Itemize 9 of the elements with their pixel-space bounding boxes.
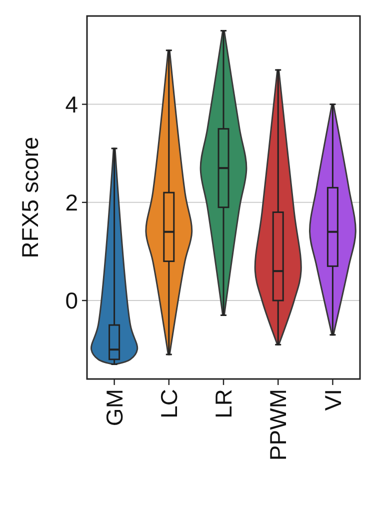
y-axis-title: RFX5 score [17, 136, 44, 258]
y-tick-label: 2 [65, 189, 78, 216]
x-tick-label: LC [156, 389, 182, 418]
y-tick-label: 4 [65, 91, 78, 118]
x-tick-label: VI [320, 389, 346, 411]
x-tick-label: LR [210, 389, 237, 418]
x-tick-label: PPWM [265, 389, 292, 461]
x-tick-label: GM [101, 389, 128, 426]
y-tick-label: 0 [65, 288, 78, 314]
